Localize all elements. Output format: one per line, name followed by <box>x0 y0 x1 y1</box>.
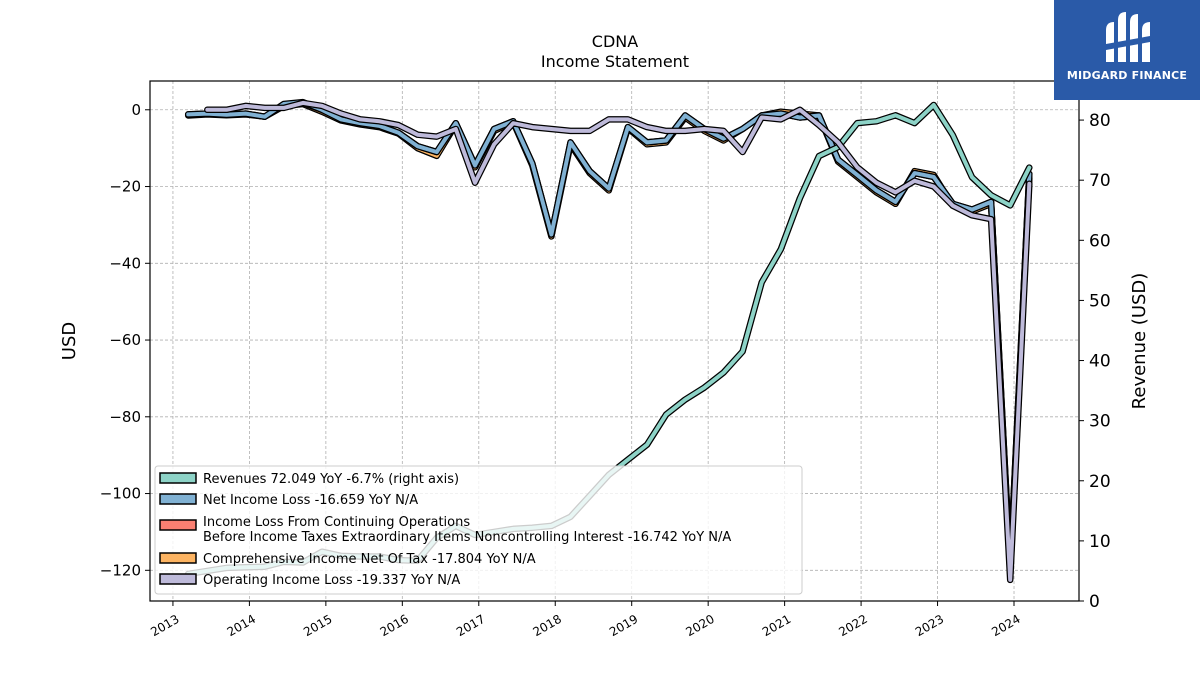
brand-name: MIDGARD FINANCE <box>1066 69 1188 82</box>
legend: Revenues 72.049 YoY -6.7% (right axis) Ne… <box>154 465 803 595</box>
y2-tick-label: 80 <box>1089 111 1111 131</box>
legend-entry-0: Revenues 72.049 YoY -6.7% (right axis) <box>203 472 459 487</box>
series-lines <box>184 98 1033 584</box>
legend-entry-1: Net Income Loss -16.659 YoY N/A <box>203 493 418 508</box>
y-tick-label: −60 <box>109 331 141 349</box>
x-tick-label: 2017 <box>454 612 487 639</box>
y-tick-label: −120 <box>100 561 141 579</box>
y-tick-label: −100 <box>100 485 141 503</box>
series-line-4 <box>205 100 1032 582</box>
series-line-1 <box>186 100 1032 571</box>
y-tick-label: −40 <box>109 254 141 272</box>
y2-tick-label: 60 <box>1089 231 1111 251</box>
x-tick-label: 2015 <box>301 612 334 639</box>
y2-tick-label: 20 <box>1089 472 1111 492</box>
legend-swatch-3 <box>159 552 197 564</box>
plot-frame <box>149 80 1080 602</box>
x-tick-label: 2024 <box>989 612 1022 639</box>
y-tick-label: −80 <box>109 408 141 426</box>
x-tick-label: 2014 <box>225 612 258 639</box>
legend-swatch-1 <box>159 493 197 505</box>
x-tick-label: 2016 <box>378 612 411 639</box>
chart-title: CDNA <box>592 32 638 51</box>
y-axis-label: USD <box>59 322 80 360</box>
y2-tick-label: 30 <box>1089 412 1111 432</box>
chart-subtitle: Income Statement <box>541 52 689 71</box>
x-tick-label: 2020 <box>683 612 716 639</box>
y2-tick-label: 50 <box>1089 291 1111 311</box>
legend-entry-3: Comprehensive Income Net Of Tax -17.804 … <box>203 552 536 567</box>
x-tick-label: 2019 <box>607 612 640 639</box>
x-tick-label: 2023 <box>913 612 946 639</box>
y2-tick-label: 0 <box>1089 592 1100 612</box>
x-tick-label: 2022 <box>836 612 869 639</box>
legend-swatch-2 <box>159 519 197 531</box>
x-tick-label: 2021 <box>760 612 793 639</box>
x-tick-label: 2013 <box>148 612 181 639</box>
y2-tick-label: 40 <box>1089 352 1111 372</box>
x-tick-label: 2018 <box>531 612 564 639</box>
legend-swatch-4 <box>159 573 197 585</box>
y2-tick-label: 10 <box>1089 532 1111 552</box>
brand-logo: MIDGARD FINANCE <box>1054 0 1200 100</box>
midgard-m-logo-icon <box>1106 12 1150 62</box>
legend-box <box>154 465 803 595</box>
legend-swatch-0 <box>159 472 197 484</box>
legend-entry-4: Operating Income Loss -19.337 YoY N/A <box>203 573 460 588</box>
y2-axis-label: Revenue (USD) <box>1129 273 1150 410</box>
y-tick-label: 0 <box>131 101 141 119</box>
y-tick-label: −20 <box>109 178 141 196</box>
y2-tick-label: 70 <box>1089 171 1111 191</box>
legend-entry-2: Income Loss From Continuing Operations Be… <box>203 515 731 545</box>
